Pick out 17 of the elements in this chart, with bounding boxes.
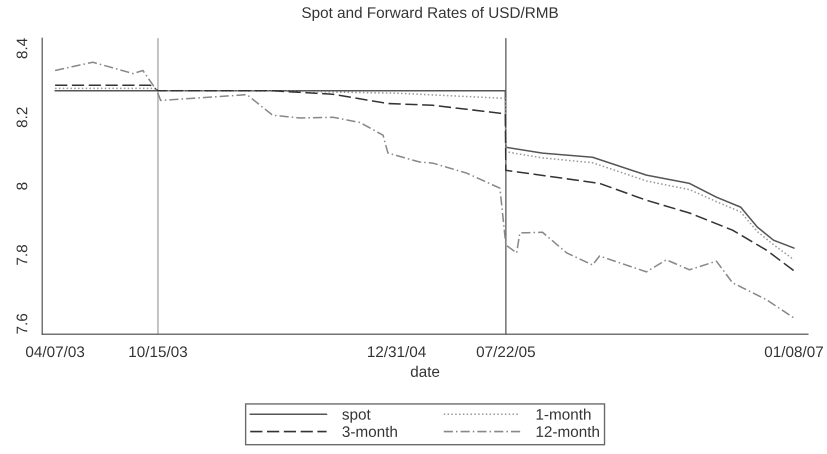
y-tick-label: 8.4: [16, 38, 28, 58]
chart-title: Spot and Forward Rates of USD/RMB: [302, 6, 558, 22]
y-tick-label: 7.8: [16, 245, 28, 265]
y-tick-label: 7.6: [16, 314, 28, 334]
x-tick-label: 01/08/07: [764, 346, 823, 358]
legend-label: 12-month: [536, 426, 599, 438]
x-tick-label: 04/07/03: [26, 346, 84, 358]
legend-label: spot: [342, 410, 371, 423]
legend-label: 3-month: [342, 426, 397, 438]
y-tick-label: 8.2: [16, 107, 28, 128]
x-tick-label: 12/31/04: [368, 346, 426, 358]
line-series: [54, 61, 795, 319]
x-tick-label: 07/22/05: [476, 346, 535, 358]
x-tick-label: 10/15/03: [129, 346, 188, 358]
x-axis-title: date: [410, 366, 440, 377]
legend-label: 1-month: [536, 408, 590, 420]
y-tick-label: 8: [16, 182, 28, 190]
